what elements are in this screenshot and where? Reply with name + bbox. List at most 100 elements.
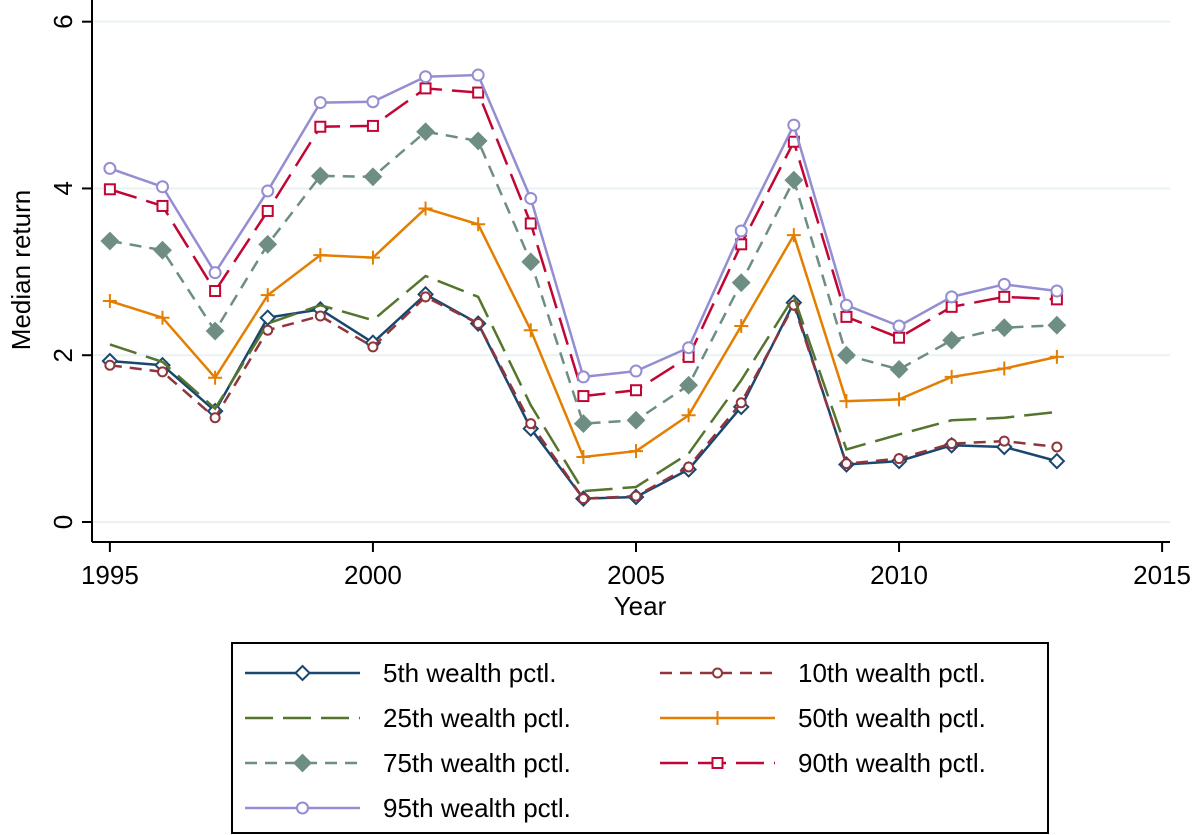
- marker: [419, 82, 432, 95]
- marker: [1049, 349, 1064, 364]
- marker: [260, 288, 275, 303]
- marker: [310, 166, 330, 186]
- y-tick-label: 6: [48, 14, 78, 28]
- marker: [366, 119, 379, 132]
- marker: [313, 248, 328, 263]
- marker: [365, 250, 380, 265]
- marker: [524, 191, 538, 205]
- marker: [994, 318, 1014, 338]
- marker: [734, 319, 749, 334]
- legend-label: 95th wealth pctl.: [383, 793, 571, 823]
- legend-label: 50th wealth pctl.: [798, 703, 986, 733]
- marker: [420, 291, 432, 303]
- marker: [153, 240, 172, 260]
- marker: [681, 408, 696, 423]
- marker: [1051, 441, 1063, 453]
- marker: [997, 277, 1011, 291]
- marker: [712, 667, 723, 679]
- x-tick-label: 1995: [81, 560, 139, 590]
- marker: [472, 86, 485, 99]
- marker: [296, 801, 309, 815]
- marker: [209, 412, 221, 424]
- marker: [1048, 452, 1066, 470]
- legend-label: 5th wealth pctl.: [383, 658, 556, 688]
- marker: [104, 359, 116, 371]
- marker: [261, 204, 274, 217]
- marker: [1047, 315, 1067, 335]
- marker: [734, 224, 748, 238]
- marker: [577, 493, 589, 505]
- marker: [523, 323, 538, 338]
- marker: [628, 444, 643, 459]
- marker: [998, 435, 1010, 447]
- series-line: [109, 274, 1058, 493]
- marker: [208, 370, 223, 385]
- marker: [102, 294, 117, 309]
- marker: [998, 290, 1011, 303]
- x-tick-label: 2010: [870, 560, 928, 590]
- marker: [471, 217, 486, 232]
- marker: [156, 199, 169, 212]
- marker: [205, 321, 225, 341]
- marker: [946, 438, 958, 450]
- marker: [710, 711, 725, 725]
- x-axis-title: Year: [614, 591, 667, 621]
- marker: [784, 170, 804, 190]
- marker: [837, 345, 856, 365]
- marker: [629, 364, 643, 378]
- x-tick-label: 2000: [344, 560, 402, 590]
- y-tick-label: 2: [48, 348, 78, 362]
- marker: [893, 331, 906, 344]
- marker: [629, 384, 642, 397]
- marker: [261, 184, 275, 198]
- legend-label: 90th wealth pctl.: [798, 748, 986, 778]
- marker: [626, 410, 646, 430]
- marker: [945, 300, 958, 313]
- marker: [682, 341, 696, 355]
- marker: [892, 319, 906, 333]
- marker: [262, 324, 274, 336]
- marker: [787, 118, 801, 132]
- marker: [683, 461, 695, 473]
- marker: [840, 310, 853, 323]
- marker: [363, 167, 383, 187]
- marker: [839, 298, 853, 312]
- marker: [630, 490, 642, 502]
- marker: [889, 359, 909, 379]
- marker: [293, 753, 312, 773]
- marker: [472, 318, 484, 330]
- marker: [944, 369, 959, 384]
- x-tick-label: 2005: [607, 560, 665, 590]
- marker: [100, 231, 120, 251]
- marker: [1050, 284, 1064, 298]
- marker: [294, 664, 311, 682]
- legend-label: 25th wealth pctl.: [383, 703, 571, 733]
- marker: [577, 390, 590, 403]
- x-tick-label: 2015: [1133, 560, 1191, 590]
- marker: [524, 217, 537, 230]
- legend-label: 75th wealth pctl.: [383, 748, 571, 778]
- marker: [840, 458, 852, 470]
- marker: [731, 273, 751, 293]
- legend-box: [231, 642, 1049, 834]
- marker: [314, 310, 326, 322]
- marker: [208, 266, 222, 280]
- y-tick-label: 0: [48, 515, 78, 529]
- marker: [576, 370, 590, 384]
- marker: [156, 366, 168, 378]
- marker: [416, 122, 435, 142]
- marker: [258, 234, 278, 254]
- marker: [997, 361, 1012, 376]
- marker: [468, 131, 488, 151]
- marker: [471, 68, 485, 82]
- marker: [418, 201, 433, 216]
- marker: [419, 70, 433, 84]
- y-axis-title: Median return: [6, 190, 36, 350]
- marker: [521, 252, 541, 272]
- marker: [155, 180, 169, 194]
- marker: [893, 453, 905, 465]
- legend-label: 10th wealth pctl.: [798, 658, 986, 688]
- marker: [573, 414, 593, 434]
